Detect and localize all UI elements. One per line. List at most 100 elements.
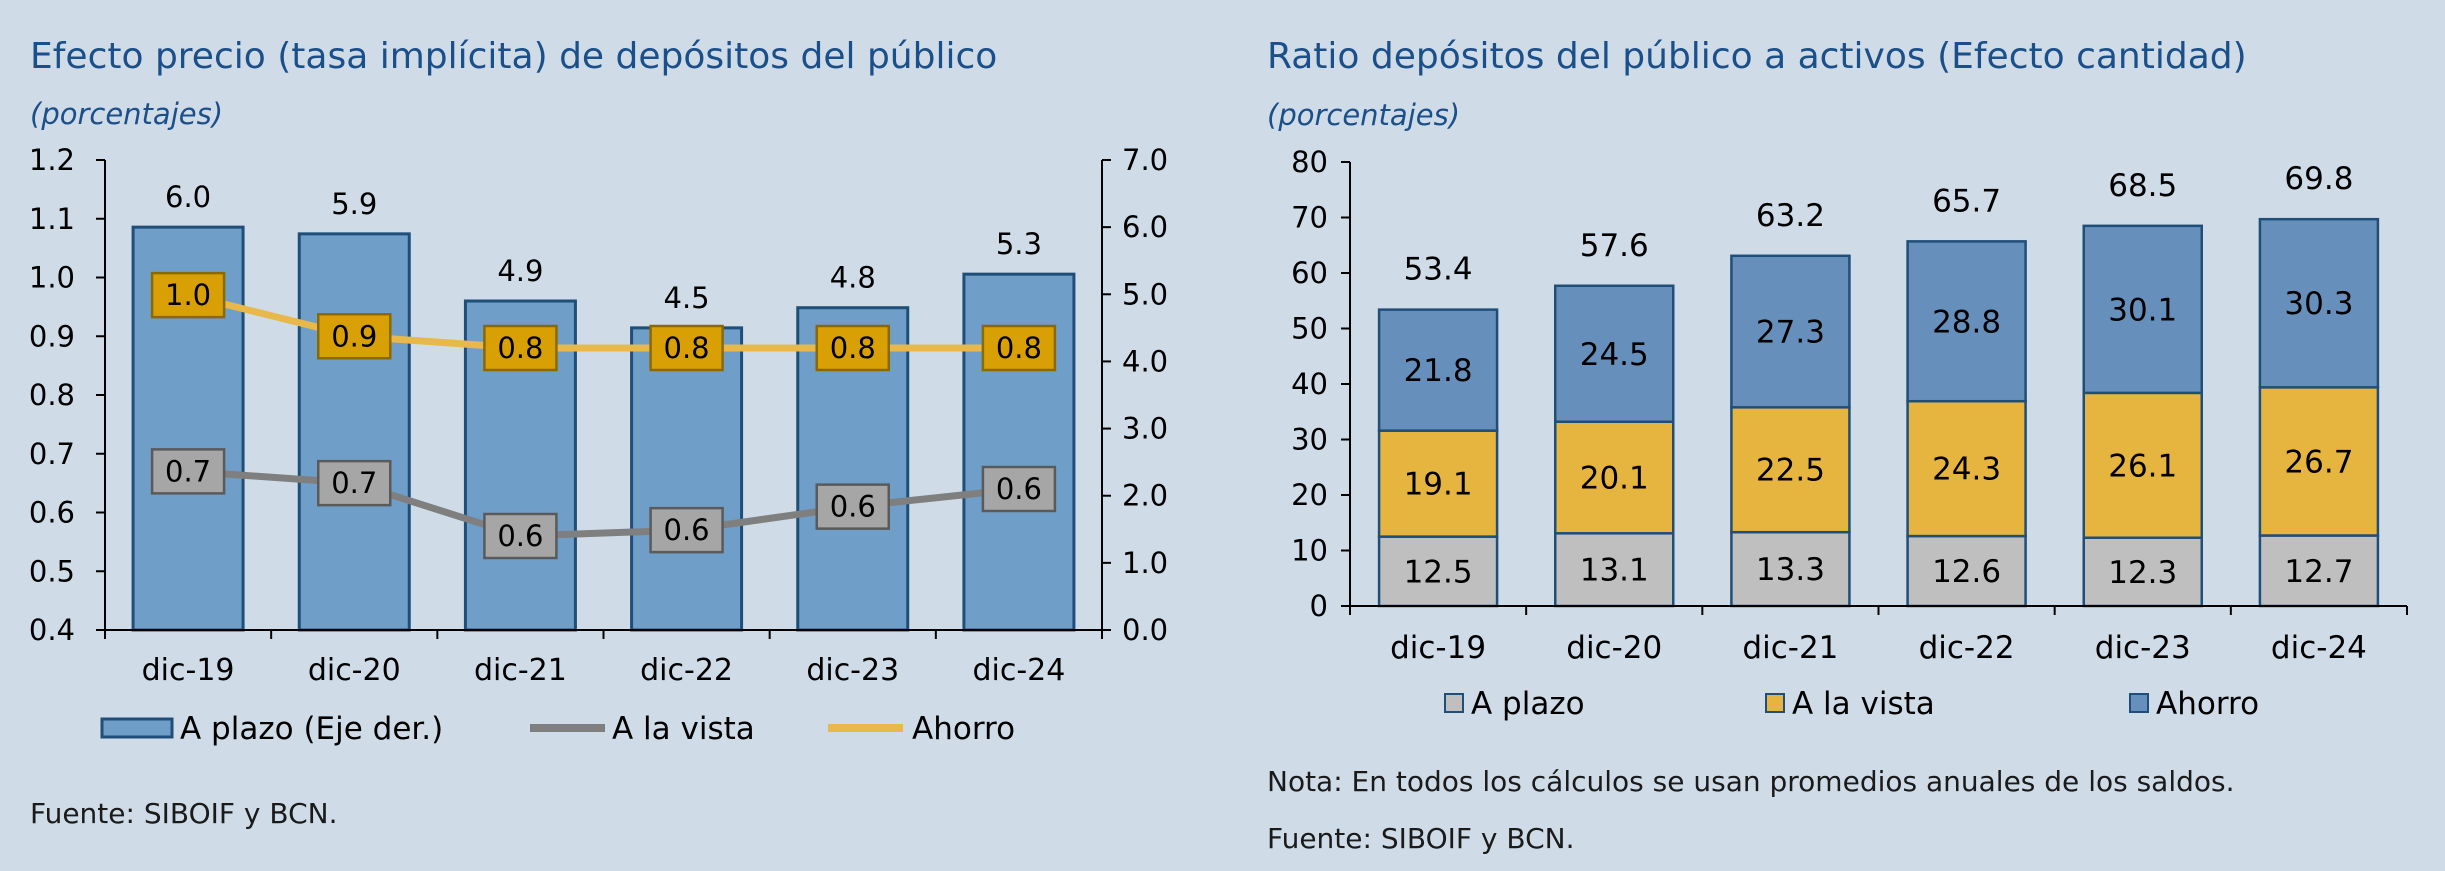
x-tick-label: dic-21 (1742, 630, 1838, 666)
stack-value-label: 30.1 (2108, 292, 2177, 328)
legend-swatch-ahorro (2129, 693, 2149, 713)
line-value-label: 0.6 (664, 513, 710, 547)
left-y-tick-label: 0.4 (29, 613, 75, 647)
stack-value-label: 13.1 (1580, 553, 1649, 589)
x-tick-label: dic-20 (308, 653, 401, 688)
line-value-label: 0.6 (830, 490, 876, 524)
stack-value-label: 28.8 (1932, 304, 2001, 340)
stack-value-label: 26.1 (2108, 448, 2177, 484)
stack-value-label: 19.1 (1404, 467, 1473, 503)
y-tick-label: 20 (1291, 478, 1328, 512)
marker-ahorro (317, 313, 392, 360)
right-chart-panel: Ratio depósitos del público a activos (E… (1222, 0, 2445, 871)
total-value-label: 69.8 (2284, 161, 2353, 197)
legend-swatch-a-la-vista (1765, 693, 1785, 713)
stack-value-label: 21.8 (1404, 353, 1473, 389)
legend-label-ahorro: Ahorro (2156, 686, 2259, 722)
marker-ahorro (150, 271, 226, 319)
marker-a-la-vista (981, 465, 1057, 513)
marker-ahorro (815, 324, 890, 372)
bar-value-label: 4.8 (830, 261, 876, 295)
left-source-note: Fuente: SIBOIF y BCN. (30, 797, 338, 830)
line-value-label: 0.7 (165, 454, 211, 488)
left-chart-panel: Efecto precio (tasa implícita) de depósi… (0, 0, 1222, 871)
x-tick-label: dic-24 (2271, 630, 2367, 666)
right-y-tick-label: 7.0 (1122, 143, 1168, 177)
stack-ahorro (1730, 254, 1851, 409)
right-chart: 0 10 20 30 40 50 60 70 80 12.5 19.1 21.8 53.4 13.1 20.… (1291, 145, 2408, 722)
left-chart-subtitle: (porcentajes) (30, 97, 224, 131)
right-y-tick-label: 3.0 (1122, 412, 1168, 446)
line-value-label: 0.8 (996, 331, 1042, 365)
legend-swatch-a-plazo (100, 717, 174, 739)
y-tick-label: 60 (1291, 256, 1328, 290)
line-value-label: 0.8 (497, 331, 543, 365)
y-tick-label: 80 (1291, 145, 1328, 179)
stack-a-la-vista (1906, 399, 2027, 538)
stack-ahorro (2258, 217, 2380, 389)
marker-ahorro (483, 324, 558, 372)
left-y-tick-label: 1.1 (29, 202, 75, 236)
stack-a-plazo (2082, 536, 2203, 608)
right-y-tick-label: 5.0 (1122, 277, 1168, 311)
total-value-label: 63.2 (1756, 198, 1825, 234)
left-y-tick-label: 0.6 (29, 496, 75, 530)
bar-a-plazo (297, 232, 411, 632)
line-value-label: 0.7 (331, 466, 377, 500)
marker-a-la-vista (317, 459, 392, 507)
stack-ahorro (1377, 308, 1499, 432)
x-tick-label: dic-19 (1390, 630, 1486, 666)
left-chart-title: Efecto precio (tasa implícita) de depósi… (30, 36, 998, 77)
right-y-tick-label: 0.0 (1122, 613, 1168, 647)
stack-a-plazo (2258, 534, 2380, 608)
right-y-tick-label: 2.0 (1122, 479, 1168, 513)
line-value-label: 0.6 (497, 519, 543, 553)
y-tick-label: 40 (1291, 367, 1328, 401)
x-tick-label: dic-21 (474, 653, 567, 688)
x-tick-label: dic-23 (806, 653, 899, 688)
total-value-label: 57.6 (1580, 228, 1649, 264)
stack-value-label: 20.1 (1580, 461, 1649, 497)
legend-label-a-plazo: A plazo (1471, 686, 1585, 722)
right-footnote: Nota: En todos los cálculos se usan prom… (1267, 765, 2235, 798)
y-tick-label: 10 (1291, 534, 1328, 568)
line-value-label: 1.0 (165, 278, 211, 312)
marker-ahorro (981, 324, 1057, 372)
x-tick-label: dic-19 (142, 653, 235, 688)
total-value-label: 65.7 (1932, 183, 2001, 219)
line-value-label: 0.6 (996, 472, 1042, 506)
bar-value-label: 5.9 (331, 187, 377, 221)
total-value-label: 53.4 (1404, 252, 1473, 288)
stack-value-label: 22.5 (1756, 453, 1825, 489)
x-tick-label: dic-22 (640, 653, 733, 688)
right-chart-title: Ratio depósitos del público a activos (E… (1267, 36, 2247, 77)
line-value-label: 0.8 (830, 331, 876, 365)
marker-ahorro (649, 324, 724, 372)
bar-value-label: 5.3 (996, 227, 1042, 261)
left-y-tick-label: 0.7 (29, 437, 75, 471)
bar-value-label: 6.0 (165, 180, 211, 214)
right-y-tick-label: 6.0 (1122, 210, 1168, 244)
y-tick-label: 30 (1291, 423, 1328, 457)
stack-a-la-vista (2082, 391, 2203, 539)
stack-value-label: 30.3 (2284, 286, 2353, 322)
stack-ahorro (1554, 284, 1675, 423)
bar-value-label: 4.5 (664, 281, 710, 315)
stack-ahorro (1906, 240, 2027, 403)
x-tick-label: dic-22 (1919, 630, 2015, 666)
stack-a-la-vista (1377, 429, 1499, 538)
stack-value-label: 12.3 (2108, 555, 2177, 591)
stack-value-label: 27.3 (1756, 315, 1825, 351)
bar-value-label: 4.9 (497, 254, 543, 288)
bar-a-plazo (630, 326, 744, 632)
stack-ahorro (2082, 224, 2203, 395)
left-y-tick-label: 0.8 (29, 378, 75, 412)
legend-label-a-la-vista: A la vista (1792, 686, 1935, 722)
line-value-label: 0.9 (331, 319, 377, 353)
legend-label-a-la-vista: A la vista (612, 711, 755, 747)
stack-value-label: 12.7 (2284, 554, 2353, 590)
right-source-note: Fuente: SIBOIF y BCN. (1267, 822, 1575, 855)
x-tick-label: dic-20 (1566, 630, 1662, 666)
marker-a-la-vista (649, 506, 724, 554)
legend-label-ahorro: Ahorro (912, 711, 1015, 747)
